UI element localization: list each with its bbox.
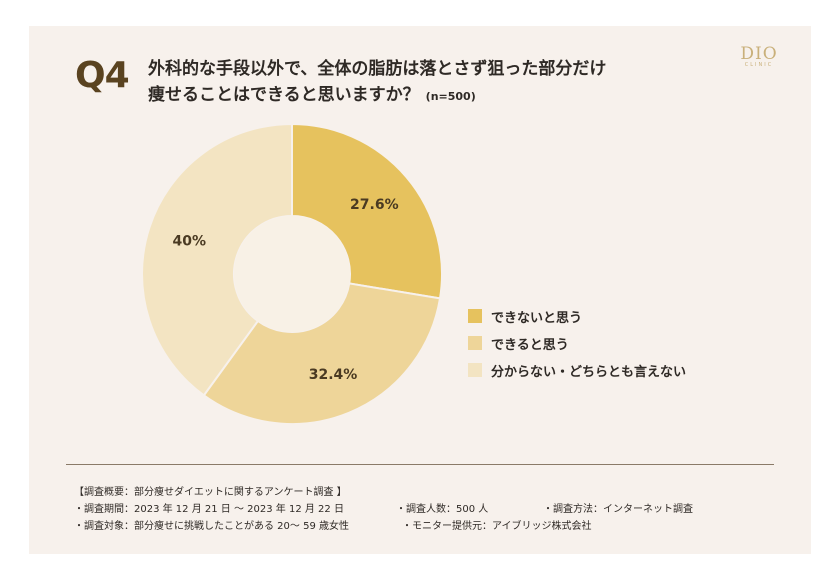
label-cannot: 27.6% — [350, 197, 399, 213]
question-line-1: 外科的な手段以外で、全体の脂肪は落とさず狙った部分だけ — [148, 59, 607, 79]
legend-label-unsure: 分からない・どちらとも言えない — [491, 364, 687, 380]
question-number: Q4 — [75, 55, 130, 96]
chart-legend: できないと思う できると思う 分からない・どちらとも言えない — [468, 303, 686, 384]
legend-item-unsure: 分からない・どちらとも言えない — [468, 357, 686, 383]
summary-period: ・調査期間：2023 年 12 月 21 日 ～ 2023 年 12 月 22 … — [74, 504, 344, 515]
question-line-2: 痩せることはできると思いますか？ (n=500) — [148, 82, 606, 110]
legend-label-can: できると思う — [491, 337, 569, 353]
summary-count: ・調査人数：500 人 — [396, 504, 489, 515]
summary-method: ・調査方法：インターネット調査 — [543, 504, 693, 515]
donut-hole — [234, 216, 350, 332]
question-line-2-text: 痩せることはできると思いますか？ — [148, 85, 420, 105]
dio-clinic-logo: DIO CLINIC — [728, 44, 790, 68]
summary-target: ・調査対象：部分痩せに挑戦したことがある 20～ 59 歳女性 — [74, 521, 349, 532]
legend-swatch-can — [468, 336, 482, 350]
label-unsure: 40% — [173, 234, 207, 250]
summary-divider — [66, 464, 774, 465]
summary-provider: ・モニター提供元：アイブリッジ株式会社 — [402, 521, 592, 532]
question-title: 外科的な手段以外で、全体の脂肪は落とさず狙った部分だけ 痩せることはできると思い… — [148, 56, 606, 110]
slice-unsure — [141, 122, 293, 397]
logo-main-text: DIO — [740, 44, 778, 64]
legend-label-cannot: できないと思う — [491, 310, 583, 326]
legend-item-can: できると思う — [468, 330, 686, 356]
label-can: 32.4% — [309, 367, 358, 383]
legend-swatch-unsure — [468, 363, 482, 377]
slice-cannot — [291, 122, 443, 300]
logo-sub-text: CLINIC — [744, 62, 774, 68]
legend-swatch-cannot — [468, 309, 482, 323]
sample-size: (n=500) — [425, 90, 476, 103]
summary-heading: 【調査概要：部分痩せダイエットに関するアンケート調査 】 — [74, 487, 347, 498]
legend-item-cannot: できないと思う — [468, 303, 686, 329]
